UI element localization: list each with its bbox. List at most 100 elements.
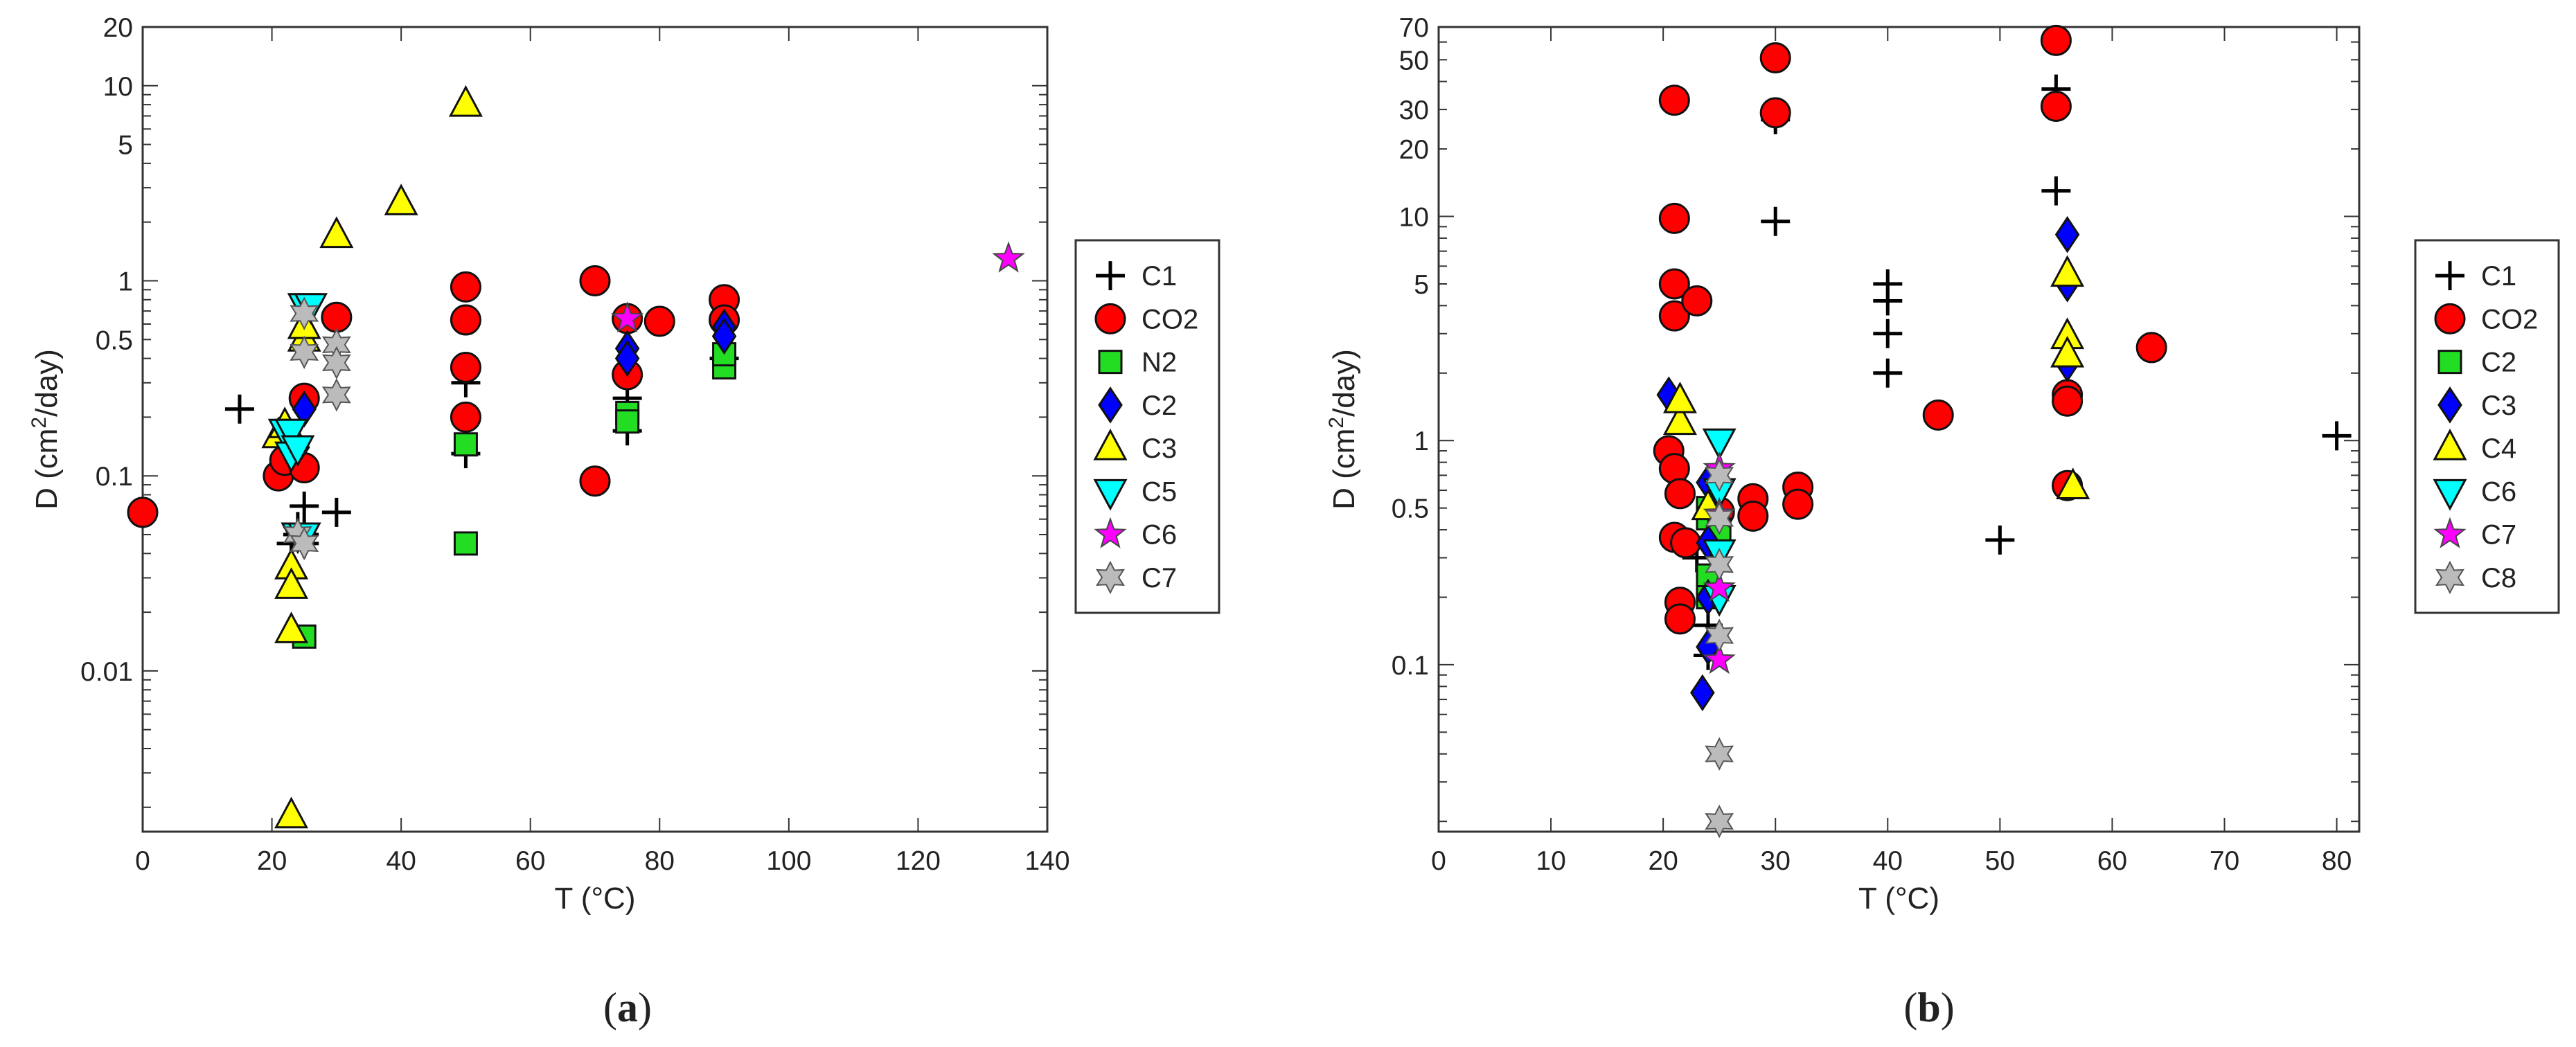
data-point <box>384 184 418 215</box>
panel-label-paren: ) <box>638 985 652 1030</box>
series-n2 <box>292 342 737 649</box>
data-point <box>1703 643 1736 674</box>
y-tick-label: 50 <box>1399 46 1429 75</box>
data-point <box>2050 255 2085 287</box>
y-tick-label: 70 <box>1399 13 1429 43</box>
series-co2 <box>1653 24 2167 635</box>
panel-label-letter: b <box>1917 985 1940 1030</box>
data-point <box>450 304 481 336</box>
legend-marker-c4 <box>2433 428 2467 460</box>
data-point <box>290 491 319 521</box>
x-tick-label: 140 <box>1024 846 1069 876</box>
data-point <box>2322 421 2352 451</box>
data-point <box>448 84 483 117</box>
data-point <box>1782 488 1814 520</box>
legend-marker-c8 <box>2435 560 2464 595</box>
data-point <box>2050 336 2085 368</box>
legend-marker-c7 <box>1096 560 1125 595</box>
data-point <box>579 265 611 297</box>
data-point <box>281 435 315 467</box>
data-point <box>2056 467 2090 499</box>
legend-label: C7 <box>1142 563 1177 593</box>
data-points <box>127 84 1025 829</box>
legend-label: CO2 <box>1142 304 1198 334</box>
series-c8 <box>1705 458 1734 839</box>
data-point <box>1690 674 1715 712</box>
data-point <box>1873 286 1903 316</box>
plot-area <box>1437 26 2361 833</box>
x-tick-label: 40 <box>386 846 416 876</box>
legend-label: C2 <box>2481 348 2516 378</box>
y-tick-label: 0.1 <box>1392 651 1429 681</box>
legend-label: C8 <box>2481 563 2516 593</box>
y-axis-label-part: /day) <box>30 349 64 417</box>
data-point <box>2041 176 2071 206</box>
legend-label: CO2 <box>2481 304 2538 334</box>
data-point <box>610 301 644 333</box>
legend-box <box>2414 239 2560 614</box>
x-tick-label: 20 <box>257 846 287 876</box>
data-point <box>2052 385 2084 417</box>
legend-box <box>1074 239 1220 614</box>
legend-marker-c2 <box>2437 350 2462 375</box>
data-point <box>1737 500 1769 532</box>
x-tick-label: 10 <box>1536 846 1565 876</box>
data-points <box>1653 24 2352 839</box>
data-point <box>290 335 319 369</box>
legend-marker-c2 <box>1098 386 1123 424</box>
legend-label: N2 <box>1142 348 1177 378</box>
data-point <box>1658 84 1690 116</box>
legend-marker-co2 <box>2434 303 2466 334</box>
data-point <box>992 241 1025 273</box>
y-tick-label: 1 <box>118 267 133 297</box>
x-tick-label: 30 <box>1761 846 1791 876</box>
y-tick-label: 30 <box>1399 96 1429 125</box>
data-point <box>1873 319 1903 348</box>
data-point <box>1662 382 1697 413</box>
data-point <box>1759 42 1791 74</box>
data-point <box>2054 216 2080 253</box>
panel-a: 0 20 40 60 80 100 120 140 0.01 0.1 0.5 1 5 10 20 T (°C)… <box>28 13 1220 1030</box>
legend-marker-c3 <box>1093 428 1128 460</box>
x-tick-label: 40 <box>1873 846 1903 876</box>
y-minor-ticks <box>1439 26 2359 823</box>
data-point <box>643 305 675 337</box>
x-tick-label: 70 <box>2210 846 2239 876</box>
data-point <box>1761 206 1791 236</box>
data-point <box>321 346 351 380</box>
legend-label: C7 <box>2481 520 2516 551</box>
series-c4 <box>1662 255 2090 521</box>
legend-marker-n2 <box>1098 350 1123 375</box>
data-point <box>1705 501 1734 535</box>
y-tick-label: 5 <box>118 131 133 161</box>
legend-marker-c6 <box>2433 478 2467 511</box>
x-tick-label: 0 <box>135 846 150 876</box>
data-point <box>1662 403 1697 436</box>
legend-label: C3 <box>2481 391 2516 421</box>
y-axis-label-superscript: 2 <box>1325 417 1348 429</box>
legend-marker-c6 <box>1094 517 1127 548</box>
data-point <box>274 567 309 599</box>
y-axis-label: D (cm2/day) <box>1325 349 1362 510</box>
data-point <box>321 497 351 527</box>
panel-label: (a) <box>603 985 652 1030</box>
y-axis-label: D (cm2/day) <box>28 349 64 510</box>
legend-label: C5 <box>1142 476 1177 507</box>
y-tick-label: 10 <box>1399 203 1429 233</box>
data-point <box>1759 97 1791 129</box>
data-point <box>1658 300 1690 332</box>
data-point <box>290 296 319 330</box>
data-point <box>450 401 481 433</box>
y-axis-label-part: D (cm <box>1327 429 1361 510</box>
data-point <box>615 409 640 434</box>
y-tick-label: 0.5 <box>1392 494 1429 524</box>
y-tick-label: 20 <box>103 13 133 43</box>
panel-label: (b) <box>1903 985 1954 1030</box>
x-tick-label: 80 <box>2322 846 2352 876</box>
data-point <box>1873 358 1903 388</box>
panel-label-paren: ) <box>1941 985 1955 1030</box>
data-point <box>1702 428 1736 460</box>
y-tick-label: 0.1 <box>96 462 133 492</box>
legend-marker-c1 <box>1096 261 1125 291</box>
data-point <box>711 317 737 355</box>
